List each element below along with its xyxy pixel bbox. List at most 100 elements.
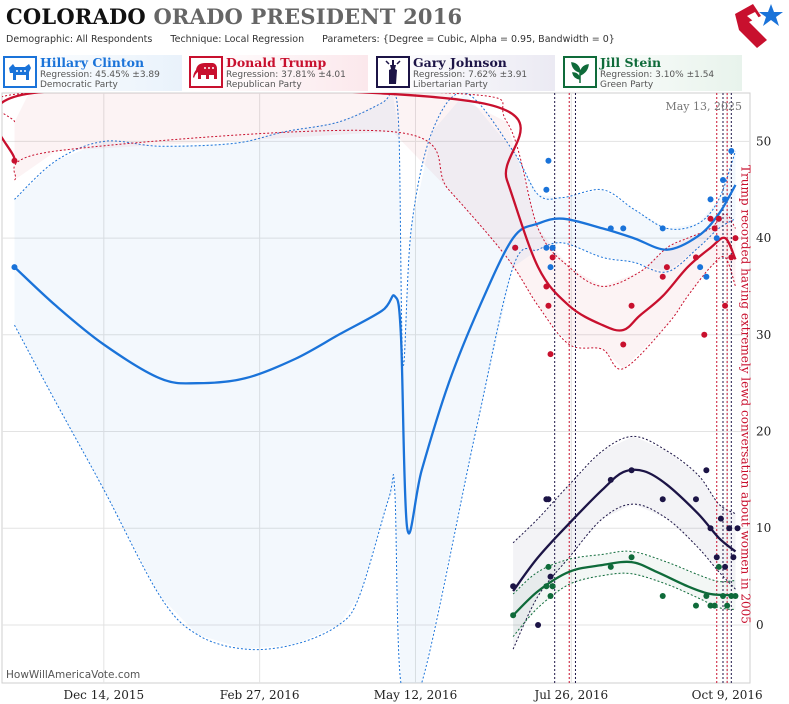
poll-point xyxy=(728,148,735,155)
y-tick-label: 0 xyxy=(756,618,764,632)
poll-point xyxy=(545,563,552,570)
poll-point xyxy=(697,264,704,271)
y-tick-label: 30 xyxy=(756,328,771,342)
poll-point xyxy=(510,612,517,619)
poll-point xyxy=(545,302,552,309)
parameters-line: Demographic: All Respondents Technique: … xyxy=(6,34,615,45)
confidence-band xyxy=(14,93,736,369)
x-tick-label: May 12, 2016 xyxy=(374,688,457,702)
band-lower-line xyxy=(13,129,736,370)
poll-point xyxy=(713,235,720,242)
poll-point xyxy=(628,554,635,561)
poll-point xyxy=(543,186,550,193)
poll-point xyxy=(719,592,726,599)
poll-point xyxy=(703,592,710,599)
poll-point xyxy=(11,264,18,271)
poll-point xyxy=(692,602,699,609)
candidate-party: Green Party xyxy=(600,80,654,90)
poll-point xyxy=(545,496,552,503)
poll-point xyxy=(730,554,737,561)
poll-point xyxy=(607,476,614,483)
leaf-icon xyxy=(563,56,597,88)
poll-point xyxy=(510,583,517,590)
poll-point xyxy=(692,496,699,503)
candidate-card-clinton[interactable]: Hillary Clinton Regression: 45.45% ±3.89… xyxy=(2,55,182,91)
parameters-label: Parameters: xyxy=(322,34,380,45)
trend-line xyxy=(13,184,737,535)
x-tick-label: Oct 9, 2016 xyxy=(692,688,763,702)
poll-point xyxy=(628,467,635,474)
poll-point xyxy=(711,225,718,232)
poll-point xyxy=(535,621,542,628)
poll-point xyxy=(732,235,739,242)
candidate-regression: Regression: 7.62% ±3.91 xyxy=(413,70,528,80)
demographic-value: All Respondents xyxy=(76,34,153,45)
title-state: COLORADO xyxy=(6,4,146,29)
poll-point xyxy=(715,563,722,570)
confidence-band xyxy=(513,436,736,650)
poll-point xyxy=(734,525,741,532)
y-tick-label: 10 xyxy=(756,521,771,535)
poll-point xyxy=(547,351,554,358)
poll-point xyxy=(722,563,729,570)
poll-point xyxy=(659,592,666,599)
band-lower-line xyxy=(14,218,736,683)
x-tick-label: Feb 27, 2016 xyxy=(220,688,300,702)
band-upper-line xyxy=(512,550,736,595)
candidate-party: Republican Party xyxy=(226,80,302,90)
poll-point xyxy=(724,602,731,609)
poll-point xyxy=(703,273,710,280)
poll-point xyxy=(692,254,699,261)
candidate-name: Hillary Clinton xyxy=(40,55,145,70)
poll-point xyxy=(543,583,550,590)
poll-point xyxy=(628,302,635,309)
poll-point xyxy=(11,157,18,164)
poll-point xyxy=(707,196,714,203)
x-tick-label: Jul 26, 2016 xyxy=(532,688,608,702)
poll-point xyxy=(543,283,550,290)
poll-point xyxy=(717,515,724,522)
poll-point xyxy=(713,554,720,561)
technique-value: Local Regression xyxy=(224,34,305,45)
poll-point xyxy=(703,467,710,474)
poll-point xyxy=(549,244,556,251)
candidate-card-stein[interactable]: Jill Stein Regression: 3.10% ±1.54 Green… xyxy=(562,55,742,91)
plot-area xyxy=(1,92,751,684)
donkey-icon xyxy=(3,56,37,88)
y-tick-label: 40 xyxy=(756,231,771,245)
band-upper-line xyxy=(14,93,736,366)
poll-point xyxy=(607,563,614,570)
poll-point xyxy=(722,196,729,203)
poll-point xyxy=(547,264,554,271)
poll-point xyxy=(701,331,708,338)
event-annotation: Trump recorded having extremely lewd con… xyxy=(739,165,753,624)
star-logo-icon xyxy=(735,4,783,48)
candidate-card-johnson[interactable]: Gary Johnson Regression: 7.62% ±3.91 Lib… xyxy=(375,55,555,91)
y-tick-label: 50 xyxy=(756,134,771,148)
poll-point xyxy=(728,254,735,261)
candidate-party: Libertarian Party xyxy=(413,80,488,90)
candidate-name: Gary Johnson xyxy=(413,55,507,70)
y-tick-label: 20 xyxy=(756,425,771,439)
x-tick-label: Dec 14, 2015 xyxy=(63,688,144,702)
poll-point xyxy=(620,341,627,348)
candidate-regression: Regression: 45.45% ±3.89 xyxy=(40,70,160,80)
liberty-torch-icon xyxy=(376,56,410,88)
candidate-card-trump[interactable]: Donald Trump Regression: 37.81% ±4.01 Re… xyxy=(188,55,368,91)
poll-point xyxy=(659,273,666,280)
poll-point xyxy=(719,177,726,184)
candidate-party: Democratic Party xyxy=(40,80,118,90)
poll-point xyxy=(726,525,733,532)
poll-point xyxy=(732,592,739,599)
technique-label: Technique: xyxy=(170,34,222,45)
elephant-icon xyxy=(189,56,223,88)
candidate-regression: Regression: 37.81% ±4.01 xyxy=(226,70,346,80)
title-rest: ORADO PRESIDENT 2016 xyxy=(153,4,463,29)
candidate-name: Jill Stein xyxy=(600,55,662,70)
demographic-label: Demographic: xyxy=(6,34,74,45)
site-watermark: HowWillAmericaVote.com xyxy=(6,669,141,681)
candidate-regression: Regression: 3.10% ±1.54 xyxy=(600,70,715,80)
poll-point xyxy=(543,244,550,251)
